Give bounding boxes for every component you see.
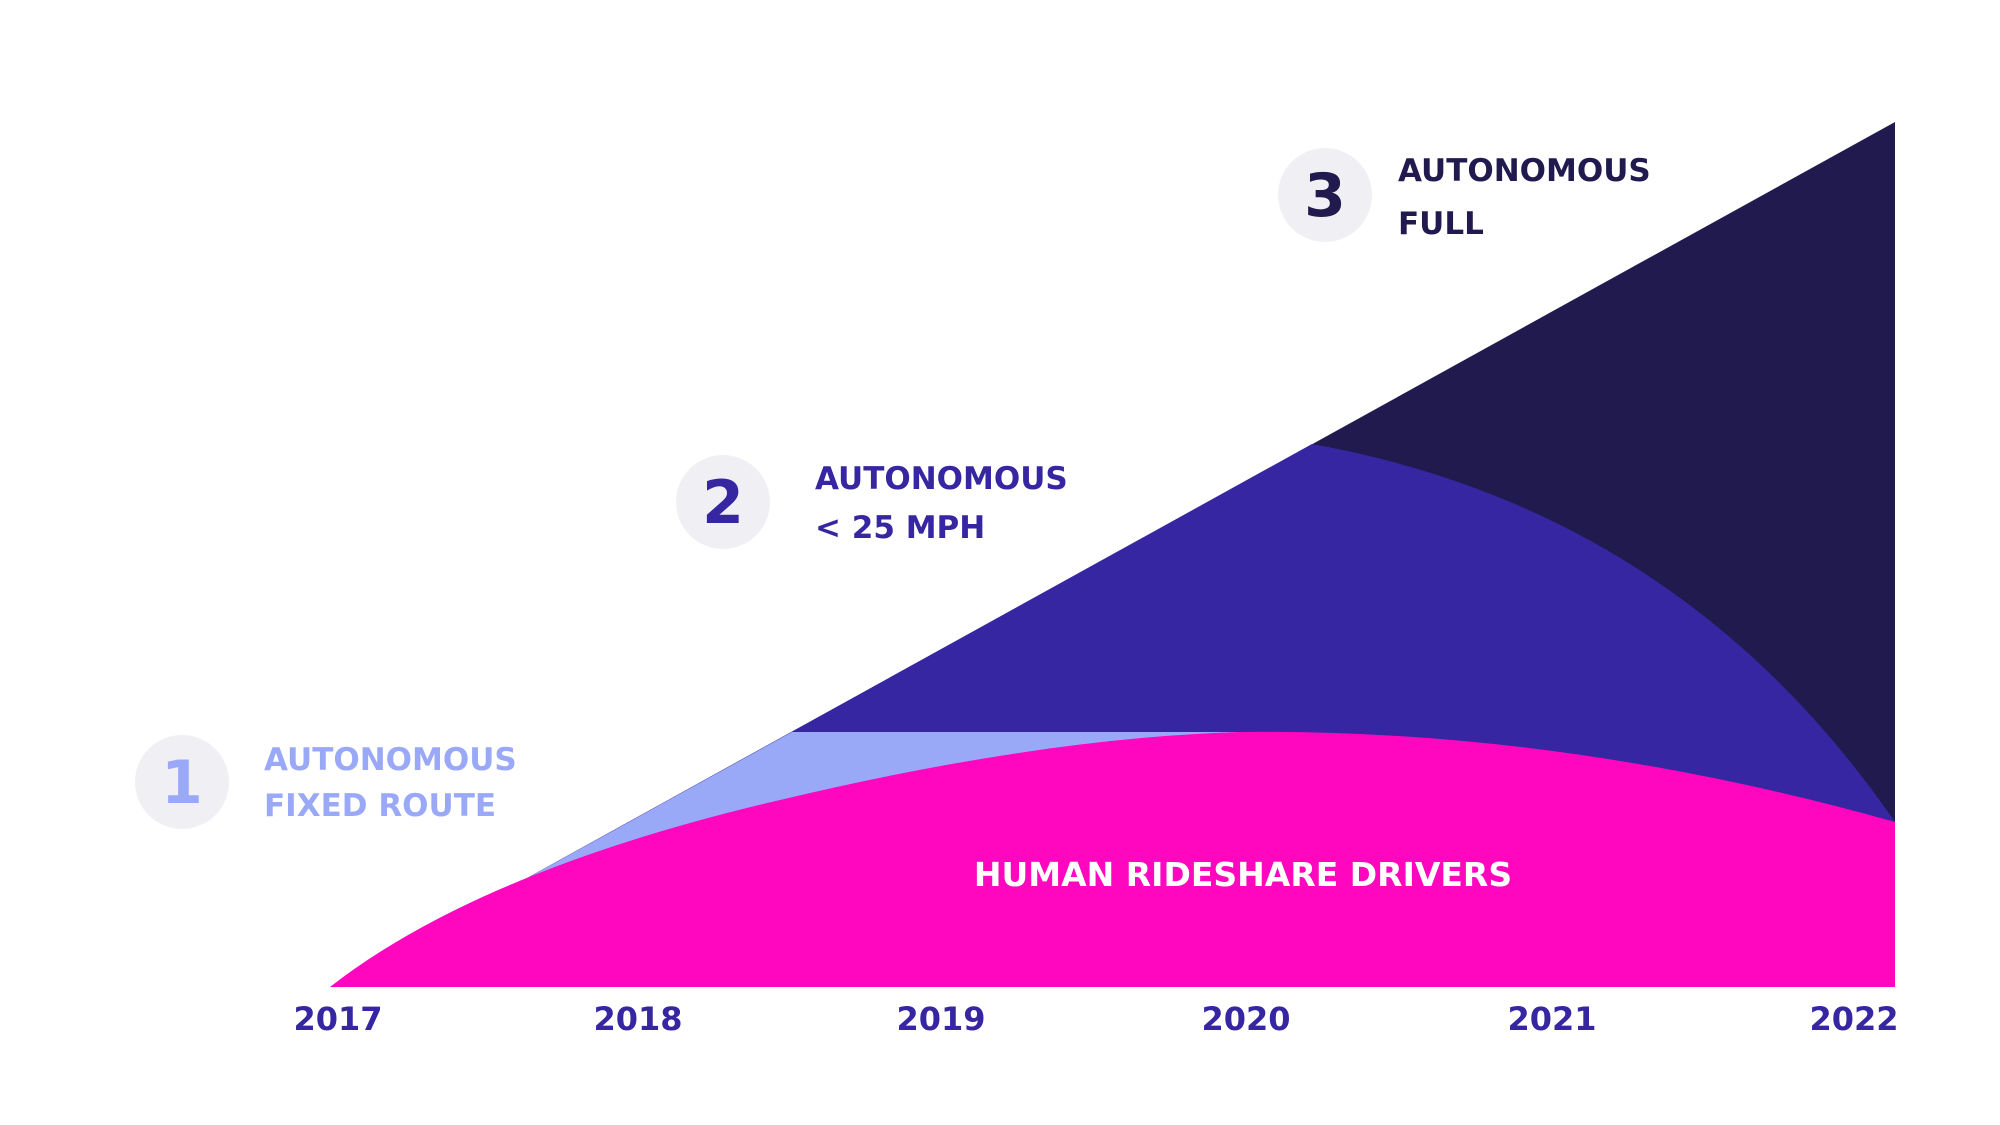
year-label-2021: 2021 [1507,1000,1596,1038]
stage-2-number: 2 [702,468,744,538]
stage-1-label-line2: FIXED ROUTE [264,788,496,824]
stage-2-label-line1: AUTONOMOUS [815,461,1068,497]
year-label-2019: 2019 [896,1000,985,1038]
stage-3-badge [1278,148,1372,242]
stage-1-label-line1: AUTONOMOUS [264,742,517,778]
year-label-2022: 2022 [1809,1000,1898,1038]
stage-3-label-line1: AUTONOMOUS [1398,153,1651,189]
year-label-2018: 2018 [593,1000,682,1038]
stage-1-number: 1 [161,748,203,818]
stage-3-number: 3 [1304,161,1346,231]
stage-3: 3 AUTONOMOUS FULL [1278,148,1651,242]
stage-3-label-line2: FULL [1398,206,1484,242]
region-human-rideshare-drivers [330,731,1895,987]
year-label-2020: 2020 [1201,1000,1290,1038]
year-label-2017: 2017 [293,1000,382,1038]
human-rideshare-label: HUMAN RIDESHARE DRIVERS [974,855,1512,894]
stage-1: 1 AUTONOMOUS FIXED ROUTE [135,735,517,829]
year-axis: 2017 2018 2019 2020 2021 2022 [293,1000,1898,1038]
stage-1-badge [135,735,229,829]
stage-2-label-line2: < 25 MPH [815,510,985,546]
stage-2-badge [676,455,770,549]
stage-2: 2 AUTONOMOUS < 25 MPH [676,455,1068,549]
